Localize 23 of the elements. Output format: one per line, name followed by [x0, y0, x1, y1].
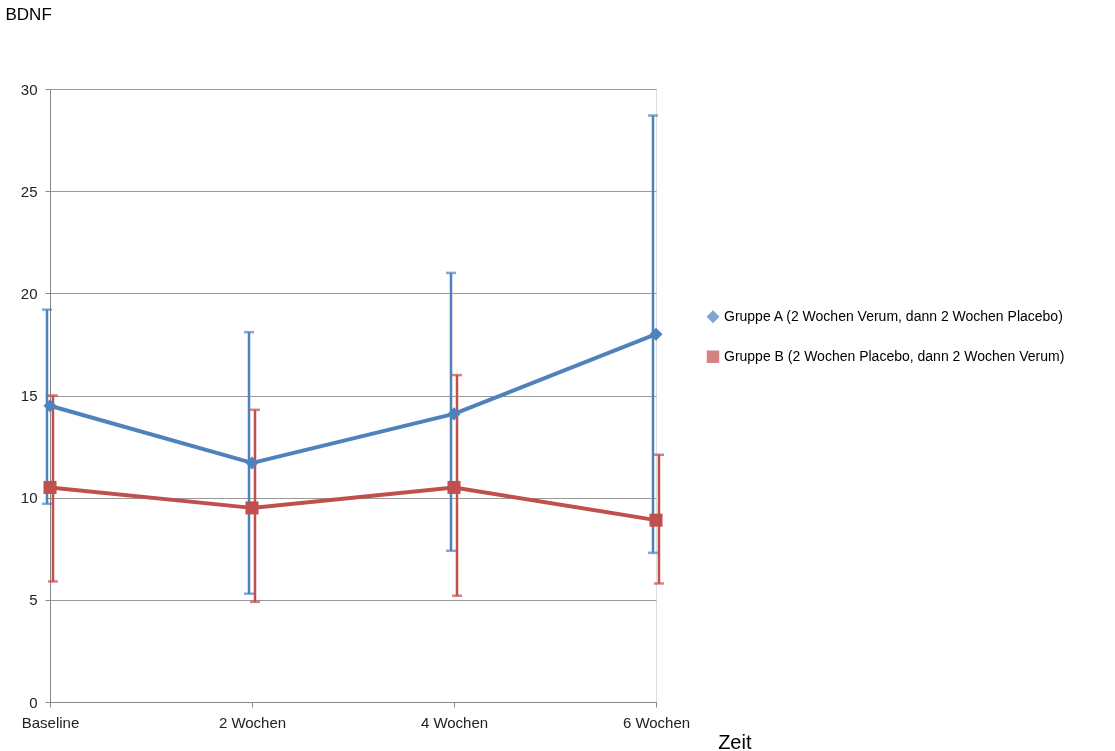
x-tick-label: 2 Wochen	[218, 713, 287, 731]
point	[649, 513, 663, 527]
y-tick-label: 25	[20, 182, 38, 200]
y-tick-label: 30	[20, 80, 38, 98]
y-axis-title: BDNF	[5, 4, 52, 24]
legend-label: Gruppe B (2 Wochen Placebo, dann 2 Wochen Verum)	[724, 347, 1065, 364]
y-tick-label: 0	[29, 693, 38, 711]
x-tick-label: 6 Wochen	[622, 713, 691, 731]
point	[447, 480, 461, 494]
x-tick-label: 4 Wochen	[420, 713, 489, 731]
legend-label: Gruppe A (2 Wochen Verum, dann 2 Wochen Placebo)	[724, 307, 1063, 324]
point	[447, 407, 461, 421]
y-tick-label: 15	[20, 387, 38, 404]
point	[245, 456, 259, 470]
y-tick-label: 20	[20, 284, 38, 302]
x-tick-label: Baseline	[21, 713, 80, 731]
point	[43, 399, 57, 413]
point	[43, 480, 57, 494]
point	[649, 327, 663, 341]
y-tick-label: 10	[20, 489, 38, 507]
point	[245, 501, 259, 515]
y-tick-label: 5	[29, 591, 38, 609]
x-axis-title: Zeit	[718, 730, 752, 751]
